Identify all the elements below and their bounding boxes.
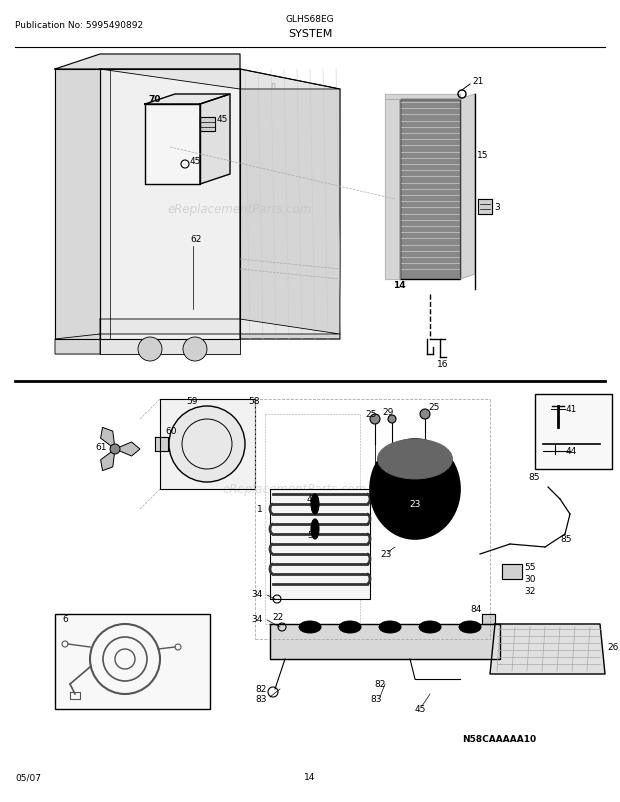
Ellipse shape [459, 622, 481, 634]
Polygon shape [55, 55, 240, 70]
Text: 23: 23 [409, 500, 421, 508]
Ellipse shape [379, 622, 401, 634]
Polygon shape [100, 320, 340, 334]
Text: 70: 70 [148, 95, 161, 104]
Polygon shape [55, 334, 100, 354]
Text: 62: 62 [190, 235, 202, 244]
Text: 85: 85 [528, 473, 539, 482]
Text: 41: 41 [566, 405, 577, 414]
Text: 32: 32 [524, 587, 536, 596]
Circle shape [420, 410, 430, 419]
Polygon shape [200, 118, 215, 132]
Text: eReplacementParts.com: eReplacementParts.com [223, 483, 367, 496]
Circle shape [388, 415, 396, 423]
Text: 59: 59 [186, 397, 198, 406]
Text: 4: 4 [307, 495, 312, 504]
Polygon shape [100, 70, 340, 90]
Text: 45: 45 [217, 115, 228, 124]
Polygon shape [385, 100, 400, 280]
Polygon shape [145, 95, 230, 105]
Bar [270, 489, 370, 599]
Text: 05/07: 05/07 [15, 772, 41, 781]
Text: 82: 82 [255, 685, 267, 694]
Text: 21: 21 [472, 78, 484, 87]
Polygon shape [100, 339, 240, 354]
Ellipse shape [299, 622, 321, 634]
Polygon shape [482, 614, 495, 624]
Text: 23: 23 [380, 550, 391, 559]
Ellipse shape [378, 439, 453, 480]
Text: 58: 58 [248, 397, 260, 406]
Text: 45: 45 [190, 157, 202, 166]
Polygon shape [115, 443, 140, 456]
Ellipse shape [311, 520, 319, 539]
Text: 29: 29 [382, 408, 393, 417]
Bar [535, 395, 612, 469]
Text: 6: 6 [62, 615, 68, 624]
Polygon shape [100, 449, 115, 471]
Circle shape [169, 407, 245, 482]
Polygon shape [55, 70, 100, 339]
Text: 85: 85 [560, 535, 572, 544]
Text: eReplacementParts.com: eReplacementParts.com [168, 203, 312, 217]
Text: 25: 25 [428, 403, 440, 412]
Text: 44: 44 [566, 447, 577, 456]
Text: 83: 83 [255, 695, 267, 703]
Bar [400, 100, 460, 280]
Text: 34: 34 [252, 589, 263, 599]
Text: 30: 30 [524, 575, 536, 584]
Text: 84: 84 [470, 605, 481, 614]
Polygon shape [502, 565, 522, 579]
Ellipse shape [339, 622, 361, 634]
Text: 57: 57 [307, 530, 319, 539]
Polygon shape [490, 624, 605, 674]
Text: 14: 14 [304, 772, 316, 781]
Polygon shape [100, 70, 240, 339]
Polygon shape [160, 399, 255, 489]
Text: SYSTEM: SYSTEM [288, 29, 332, 39]
Polygon shape [145, 105, 200, 184]
Text: 83: 83 [370, 695, 381, 703]
Ellipse shape [370, 439, 460, 539]
Polygon shape [155, 437, 168, 452]
Circle shape [183, 338, 207, 362]
Text: N58CAAAAA10: N58CAAAAA10 [462, 735, 536, 743]
Polygon shape [240, 70, 340, 339]
Circle shape [370, 415, 380, 424]
Polygon shape [478, 200, 492, 215]
Circle shape [138, 338, 162, 362]
Circle shape [110, 444, 120, 455]
Text: 1: 1 [257, 505, 263, 514]
Polygon shape [100, 70, 110, 339]
Text: 55: 55 [524, 563, 536, 572]
Text: 14: 14 [393, 280, 405, 290]
Polygon shape [100, 427, 115, 449]
Text: GLHS68EG: GLHS68EG [286, 15, 334, 25]
Polygon shape [70, 692, 80, 699]
Ellipse shape [311, 494, 319, 514]
Ellipse shape [419, 622, 441, 634]
Text: 61: 61 [95, 443, 107, 452]
Text: 82: 82 [374, 679, 386, 689]
Text: n: n [270, 80, 275, 89]
Text: 16: 16 [437, 360, 448, 369]
Text: 3: 3 [494, 203, 500, 213]
Text: 45: 45 [415, 705, 427, 714]
Text: 60: 60 [165, 427, 177, 436]
Polygon shape [460, 95, 475, 280]
Text: 34: 34 [252, 615, 263, 624]
Text: 15: 15 [477, 150, 489, 160]
Polygon shape [200, 95, 230, 184]
Polygon shape [270, 624, 500, 659]
Text: Publication No: 5995490892: Publication No: 5995490892 [15, 21, 143, 30]
Polygon shape [385, 95, 460, 100]
Text: 22: 22 [272, 613, 283, 622]
Text: 25: 25 [365, 410, 376, 419]
Bar [55, 614, 210, 709]
Text: 26: 26 [607, 642, 618, 652]
